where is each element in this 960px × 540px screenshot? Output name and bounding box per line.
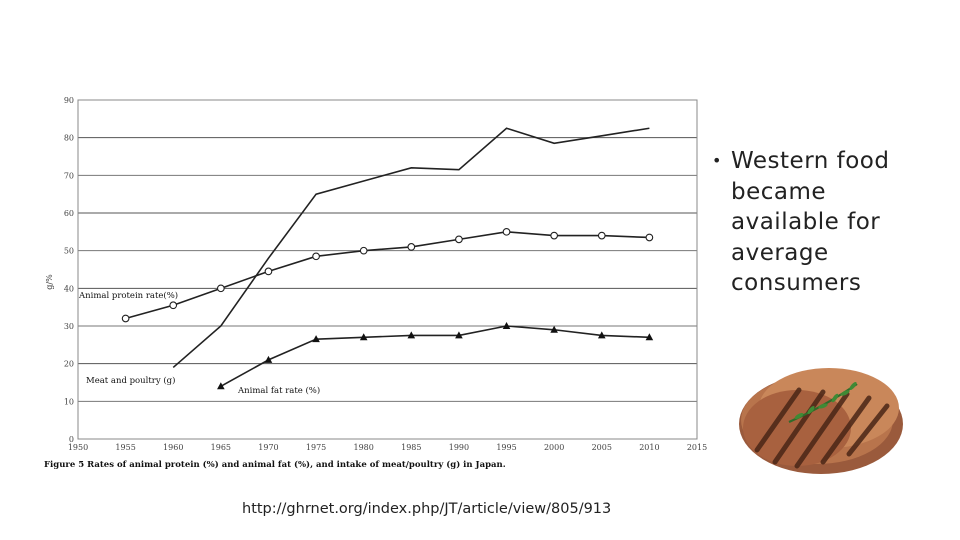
bullet-item: • Western food became available for aver…: [712, 146, 932, 299]
point-animal-fat-rate-2000: [550, 325, 558, 333]
x-tick-1960: 1960: [163, 443, 183, 452]
y-tick-0: 0: [69, 435, 74, 444]
point-animal-fat-rate-2010: [645, 333, 654, 341]
point-animal-protein-rate-2005: [597, 231, 606, 240]
x-tick-1955: 1955: [115, 443, 135, 452]
y-axis-label: g/%: [45, 274, 54, 290]
y-axis-ticks: 0 10 20 30 40 50 60 70 80 90: [64, 96, 74, 444]
bullet-text: Western food became available for averag…: [731, 148, 890, 296]
series-layer: [121, 127, 654, 390]
point-animal-protein-rate-1955: [121, 314, 130, 323]
point-animal-protein-rate-1960: [169, 301, 178, 310]
series-line-animal-fat-rate: [220, 325, 650, 387]
point-animal-protein-rate-2000: [550, 231, 559, 240]
plot-frame: [77, 99, 698, 440]
series-line-meat-and-poultry-g: [172, 127, 650, 369]
x-tick-1985: 1985: [401, 443, 421, 452]
point-animal-protein-rate-2010: [645, 233, 654, 242]
bullet-list: • Western food became available for aver…: [712, 146, 932, 299]
point-animal-protein-rate-1980: [359, 246, 368, 255]
x-axis-ticks: 1950 1955 1960 1965 1970 1975 1980 1985 1990 1995…: [68, 443, 707, 452]
point-animal-fat-rate-1965: [217, 382, 225, 390]
x-tick-1980: 1980: [354, 443, 374, 452]
y-tick-80: 80: [64, 134, 74, 143]
point-animal-fat-rate-1995: [502, 322, 511, 329]
point-animal-protein-rate-1975: [312, 252, 320, 261]
point-animal-fat-rate-1970: [264, 355, 273, 363]
point-animal-fat-rate-2005: [597, 331, 606, 339]
series-label-animal-protein: Animal protein rate(%): [78, 290, 178, 301]
y-tick-40: 40: [64, 284, 74, 293]
series-line-animal-protein-rate: [125, 231, 650, 320]
series-label-animal-fat: Animal fat rate (%): [237, 385, 320, 396]
x-tick-1975: 1975: [306, 443, 326, 452]
x-tick-2010: 2010: [639, 443, 659, 452]
grilled-steak-icon: [739, 368, 903, 474]
point-animal-protein-rate-1985: [407, 243, 416, 251]
y-tick-60: 60: [64, 209, 74, 218]
x-tick-2000: 2000: [544, 443, 564, 452]
series-label-meat-poultry: Meat and poultry (g): [86, 375, 175, 386]
y-tick-30: 30: [64, 322, 74, 331]
point-animal-protein-rate-1995: [502, 227, 511, 236]
x-tick-1970: 1970: [258, 443, 278, 452]
y-tick-70: 70: [64, 171, 74, 180]
point-animal-protein-rate-1970: [264, 267, 273, 276]
point-animal-fat-rate-1985: [407, 331, 416, 339]
bullet-dot: •: [712, 151, 722, 170]
y-tick-50: 50: [64, 247, 74, 256]
x-tick-1995: 1995: [496, 443, 516, 452]
x-tick-1990: 1990: [449, 443, 469, 452]
figure-caption: Figure 5 Rates of animal protein (%) and…: [44, 459, 506, 470]
x-tick-1965: 1965: [211, 443, 231, 452]
y-tick-90: 90: [64, 96, 74, 105]
source-url[interactable]: http://ghrnet.org/index.php/JT/article/v…: [242, 501, 612, 517]
x-tick-1950: 1950: [68, 443, 88, 452]
point-animal-fat-rate-1990: [455, 331, 463, 339]
x-tick-2015: 2015: [687, 443, 707, 452]
point-animal-protein-rate-1990: [455, 235, 463, 244]
y-tick-10: 10: [64, 397, 74, 406]
grid-lines: [78, 137, 697, 402]
x-tick-2005: 2005: [592, 443, 612, 452]
point-animal-protein-rate-1965: [216, 284, 225, 293]
point-animal-fat-rate-1975: [312, 335, 320, 343]
point-animal-fat-rate-1980: [359, 333, 368, 341]
y-tick-20: 20: [64, 360, 74, 369]
